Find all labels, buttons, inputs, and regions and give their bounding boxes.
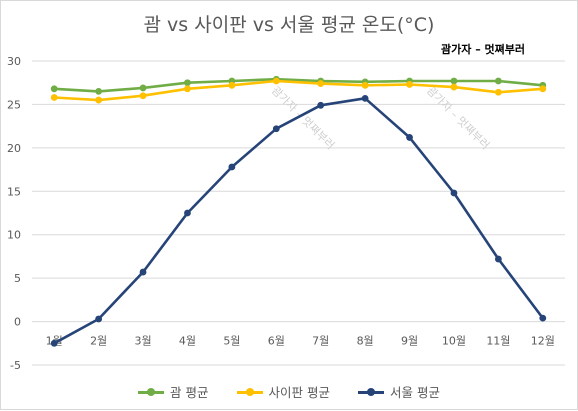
data-point [50,94,58,101]
data-point [361,94,369,102]
data-point [50,85,58,93]
y-tick-label: 20 [7,142,21,155]
x-tick-label: 2월 [90,335,107,348]
data-point [450,77,458,85]
data-point [272,125,280,133]
data-point [50,339,58,347]
data-point [95,88,103,95]
y-tick-label: 30 [7,55,21,68]
data-point [494,255,502,263]
watermark-top: 괌가자 – 멋쪄부러 [441,43,525,56]
series-line [54,79,543,102]
y-tick-label: 5 [14,272,21,285]
legend-label: 서울 평균 [389,385,440,400]
data-point [406,81,413,88]
x-tick-label: 4월 [179,335,196,348]
data-point [317,101,325,109]
x-tick-label: 10월 [442,335,466,348]
chart-title: 괌 vs 사이판 vs 서울 평균 온도(°C) [143,14,435,36]
y-tick-label: -5 [10,359,21,372]
y-tick-label: 10 [7,229,21,242]
data-point [494,88,502,96]
x-tick-label: 5월 [223,335,240,348]
legend-item: 사이판 평균 [236,382,330,401]
data-point [95,96,103,104]
legend-label: 괌 평균 [170,385,209,400]
data-point [539,314,547,322]
data-point [406,134,413,141]
y-tick-label: 15 [7,185,21,198]
data-point [361,81,369,89]
series-line [53,97,544,345]
watermark: 괌가자 – 멋쪄부러 [269,84,337,152]
data-point [184,79,191,87]
chart-legend: 괌 평균 사이판 평균 서울 평균 [1,382,577,401]
data-point [184,209,191,217]
data-point [184,85,191,93]
legend-swatch [236,386,263,398]
data-point [539,85,547,93]
data-point [228,163,236,171]
legend-item: 괌 평균 [138,382,209,401]
x-tick-label: 7월 [312,335,329,348]
x-tick-label: 9월 [401,335,418,348]
data-point [494,77,502,85]
series-line [54,77,543,93]
legend-item: 서울 평균 [357,382,440,401]
data-point [450,189,458,197]
x-tick-label: 12월 [531,335,555,348]
data-point [139,84,147,92]
legend-swatch [138,386,165,398]
data-point [272,77,280,85]
legend-label: 사이판 평균 [268,385,330,400]
x-tick-label: 11월 [486,335,510,348]
data-point [139,268,147,276]
data-point [228,81,236,89]
data-point [139,92,147,100]
legend-swatch [357,386,384,398]
x-tick-label: 3월 [134,335,151,348]
data-point [95,315,103,323]
x-tick-label: 6월 [268,335,285,348]
y-tick-label: 0 [14,316,21,329]
watermark: 괌가자 – 멋쪄부러 [424,84,492,152]
data-point [317,80,325,87]
x-tick-label: 8월 [357,335,374,348]
data-point [450,83,458,91]
y-tick-label: 25 [7,98,21,111]
